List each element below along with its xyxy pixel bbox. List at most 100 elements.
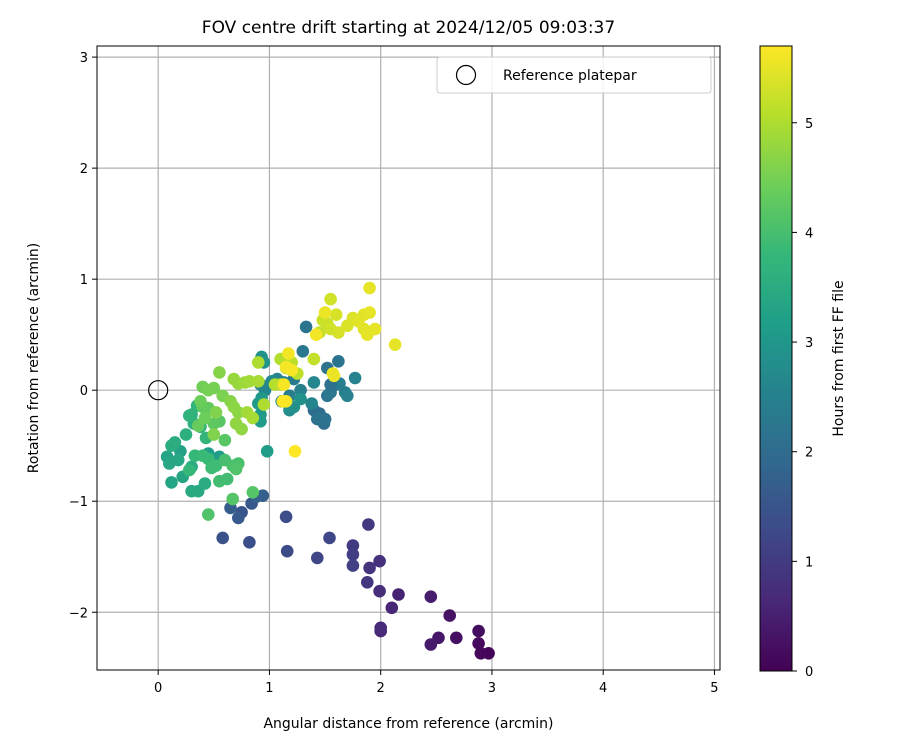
data-point bbox=[198, 477, 212, 490]
data-point bbox=[165, 476, 178, 489]
colorbar-gradient bbox=[760, 46, 792, 671]
data-point bbox=[341, 389, 354, 403]
y-axis-ticks: −2 −1 0 1 2 3 bbox=[69, 51, 97, 621]
data-point bbox=[374, 621, 388, 635]
reference-marker-layer bbox=[148, 380, 169, 401]
data-point bbox=[276, 395, 290, 408]
data-point bbox=[198, 411, 212, 425]
data-point bbox=[257, 398, 271, 411]
data-point bbox=[202, 508, 215, 521]
data-point bbox=[363, 561, 376, 575]
data-point bbox=[424, 590, 438, 603]
data-point bbox=[220, 472, 234, 486]
data-point bbox=[332, 355, 345, 368]
legend-marker-open-circle bbox=[455, 64, 477, 86]
data-point bbox=[348, 371, 362, 385]
colorbar-tick-label: 1 bbox=[805, 555, 813, 570]
data-point bbox=[329, 308, 343, 322]
plot-frame bbox=[96, 45, 721, 671]
data-point bbox=[424, 638, 438, 651]
data-point bbox=[235, 422, 248, 436]
data-point bbox=[179, 428, 193, 441]
x-axis-label: Angular distance from reference (arcmin) bbox=[263, 716, 553, 732]
data-point bbox=[218, 433, 232, 447]
data-point bbox=[299, 320, 313, 334]
y-axis-label: Rotation from reference (arcmin) bbox=[26, 243, 42, 473]
data-points bbox=[160, 281, 495, 660]
y-tick-label: −2 bbox=[69, 606, 88, 621]
reference-point-marker bbox=[148, 380, 169, 401]
data-point bbox=[472, 637, 485, 650]
grid-lines bbox=[97, 46, 720, 670]
data-point bbox=[318, 306, 332, 319]
data-point bbox=[282, 347, 295, 360]
data-point bbox=[311, 551, 324, 565]
chart-title: FOV centre drift starting at 2024/12/05 … bbox=[202, 18, 615, 38]
data-point bbox=[361, 576, 374, 589]
legend: Reference platepar bbox=[436, 56, 712, 94]
data-point bbox=[288, 445, 302, 458]
data-point bbox=[388, 338, 402, 352]
data-point bbox=[183, 463, 196, 477]
x-tick-label: 2 bbox=[377, 681, 385, 696]
legend-label: Reference platepar bbox=[503, 68, 637, 84]
data-point bbox=[362, 518, 375, 531]
data-point bbox=[246, 486, 260, 499]
data-point bbox=[229, 462, 243, 476]
data-point bbox=[168, 436, 182, 449]
data-point bbox=[260, 445, 274, 458]
data-point bbox=[472, 624, 485, 638]
data-point bbox=[294, 392, 307, 406]
data-point bbox=[327, 369, 341, 383]
data-point bbox=[279, 510, 293, 524]
y-tick-label: 3 bbox=[80, 51, 88, 66]
data-point bbox=[207, 381, 221, 395]
x-tick-label: 0 bbox=[154, 681, 162, 696]
data-point bbox=[392, 588, 405, 601]
data-point bbox=[213, 366, 226, 379]
colorbar: 0 1 2 3 4 5 Hours from first FF file bbox=[759, 45, 847, 680]
data-point bbox=[305, 397, 319, 410]
data-point bbox=[373, 584, 386, 598]
x-tick-label: 5 bbox=[710, 681, 718, 696]
legend-box bbox=[436, 56, 712, 94]
data-point bbox=[311, 412, 324, 426]
data-point bbox=[307, 376, 321, 389]
data-point bbox=[443, 609, 457, 622]
data-point bbox=[363, 306, 376, 319]
data-point bbox=[280, 544, 294, 558]
y-tick-label: 0 bbox=[80, 384, 88, 399]
data-point bbox=[171, 453, 185, 467]
data-point bbox=[246, 411, 260, 425]
x-tick-label: 1 bbox=[265, 681, 273, 696]
colorbar-tick-label: 5 bbox=[805, 117, 813, 132]
data-point bbox=[309, 328, 323, 342]
x-axis-ticks: 0 1 2 3 4 5 bbox=[154, 670, 719, 696]
data-point bbox=[216, 531, 229, 545]
data-point bbox=[332, 326, 345, 339]
data-point bbox=[277, 378, 291, 391]
data-point bbox=[243, 536, 256, 549]
data-point bbox=[243, 375, 256, 388]
colorbar-tick-label: 0 bbox=[805, 665, 813, 680]
colorbar-tick-label: 4 bbox=[805, 226, 813, 241]
data-point bbox=[207, 428, 221, 441]
data-point bbox=[183, 409, 196, 423]
colorbar-ticks: 0 1 2 3 4 5 bbox=[792, 117, 813, 680]
data-point bbox=[373, 554, 386, 568]
data-point bbox=[209, 406, 223, 419]
data-point bbox=[474, 647, 488, 660]
data-point bbox=[324, 292, 337, 306]
data-point bbox=[226, 492, 239, 506]
colorbar-tick-label: 2 bbox=[805, 446, 813, 461]
data-point bbox=[232, 511, 245, 525]
y-tick-label: −1 bbox=[69, 495, 88, 510]
data-point bbox=[450, 631, 463, 645]
data-point bbox=[368, 322, 382, 336]
colorbar-frame bbox=[759, 45, 793, 672]
data-point bbox=[194, 395, 207, 408]
data-point bbox=[285, 363, 299, 377]
colorbar-tick-label: 3 bbox=[805, 336, 813, 351]
data-point bbox=[251, 375, 265, 388]
data-point bbox=[307, 352, 321, 366]
